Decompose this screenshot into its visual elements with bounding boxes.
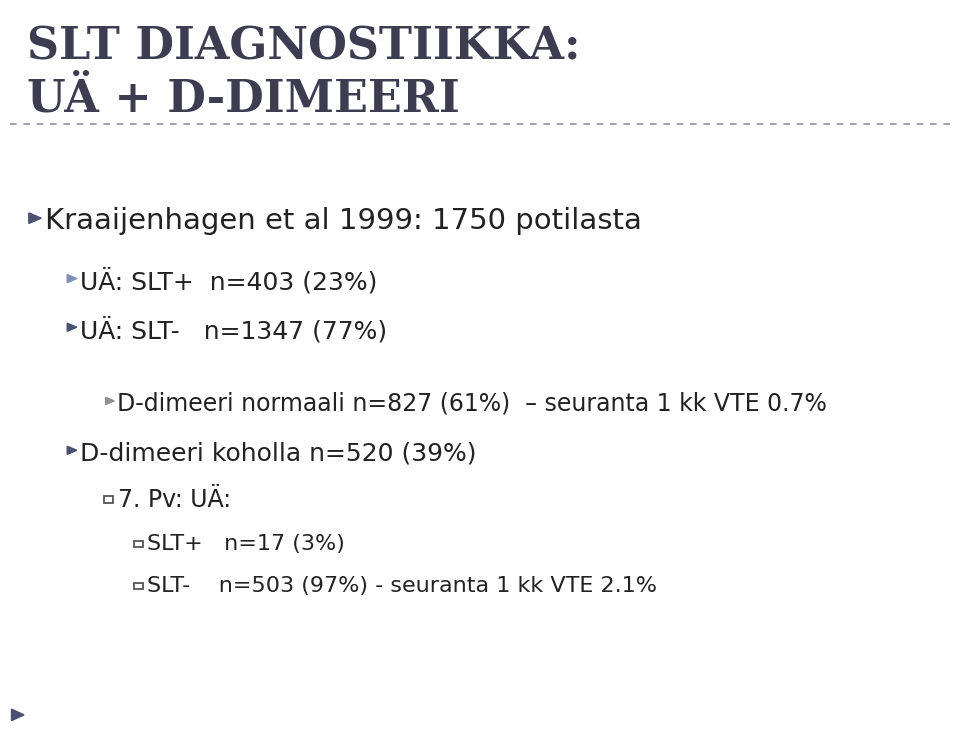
Text: UÄ: SLT+  n=403 (23%): UÄ: SLT+ n=403 (23%) bbox=[80, 268, 377, 295]
Polygon shape bbox=[67, 324, 77, 332]
Text: D-dimeeri normaali n=827 (61%)  – seuranta 1 kk VTE 0.7%: D-dimeeri normaali n=827 (61%) – seurant… bbox=[117, 392, 827, 416]
Polygon shape bbox=[29, 213, 41, 223]
Text: Kraaijenhagen et al 1999: 1750 potilasta: Kraaijenhagen et al 1999: 1750 potilasta bbox=[45, 207, 642, 235]
Polygon shape bbox=[106, 397, 114, 405]
Text: UÄ: SLT-   n=1347 (77%): UÄ: SLT- n=1347 (77%) bbox=[80, 317, 387, 343]
Text: D-dimeeri koholla n=520 (39%): D-dimeeri koholla n=520 (39%) bbox=[80, 441, 476, 465]
Text: UÄ + D-DIMEERI: UÄ + D-DIMEERI bbox=[27, 77, 460, 120]
Polygon shape bbox=[12, 709, 24, 721]
Text: SLT-    n=503 (97%) - seuranta 1 kk VTE 2.1%: SLT- n=503 (97%) - seuranta 1 kk VTE 2.1… bbox=[148, 576, 658, 596]
Text: 7. Pv: UÄ:: 7. Pv: UÄ: bbox=[118, 488, 231, 511]
Text: SLT DIAGNOSTIIKKA:: SLT DIAGNOSTIIKKA: bbox=[27, 26, 581, 69]
Polygon shape bbox=[67, 275, 77, 282]
Bar bbox=[134, 541, 143, 547]
Bar bbox=[104, 496, 113, 503]
Text: SLT+   n=17 (3%): SLT+ n=17 (3%) bbox=[148, 534, 346, 554]
Polygon shape bbox=[67, 446, 77, 454]
Bar bbox=[134, 582, 143, 590]
